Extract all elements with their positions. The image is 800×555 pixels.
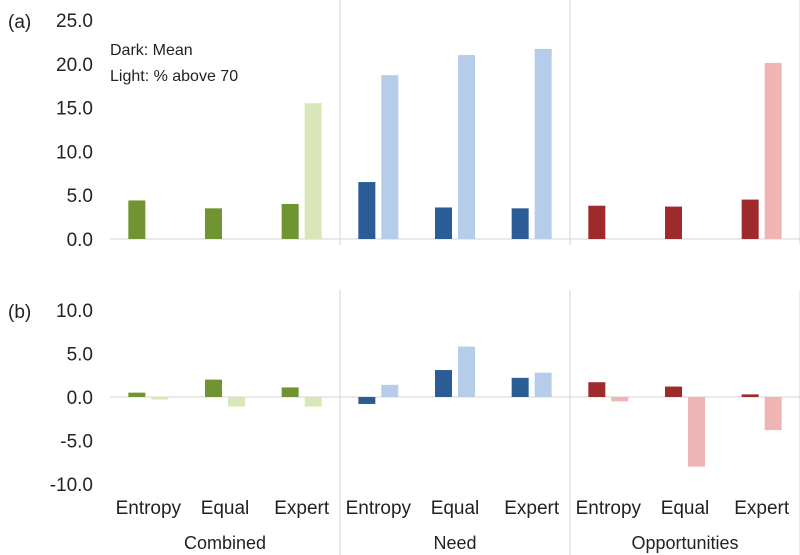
- bar-pct-above-70-combined-expert: [304, 103, 322, 239]
- bar-pct-above-70-opportunities-equal: [688, 397, 705, 467]
- bar-mean-opportunities-entropy: [588, 382, 606, 397]
- x-tick-label: Expert: [504, 498, 560, 519]
- y-tick-label: -5.0: [60, 432, 93, 453]
- y-tick-label: -10.0: [50, 475, 93, 496]
- panel-label: (b): [8, 302, 31, 323]
- bar-mean-opportunities-entropy: [588, 205, 606, 239]
- bar-mean-combined-equal: [205, 379, 222, 397]
- bar-pct-above-70-need-equal: [458, 346, 475, 397]
- bar-pct-above-70-need-equal: [458, 55, 475, 239]
- y-tick-label: 10.0: [56, 142, 93, 163]
- group-label: Combined: [184, 533, 266, 553]
- bars: [128, 48, 782, 467]
- y-tick-label: 0.0: [67, 388, 93, 409]
- axes: [110, 238, 800, 398]
- bar-mean-opportunities-expert: [741, 199, 759, 239]
- bar-mean-opportunities-equal: [665, 206, 682, 239]
- bar-mean-combined-entropy: [128, 392, 146, 397]
- labels: Dark: Mean Light: % above 70 (a) 25.0 20.0…: [8, 11, 790, 553]
- y-tick-label: 0.0: [67, 230, 93, 251]
- bar-mean-combined-expert: [281, 203, 299, 239]
- x-tick-label: Equal: [661, 498, 710, 519]
- y-tick-label: 25.0: [56, 11, 93, 32]
- bar-mean-opportunities-expert: [741, 394, 759, 397]
- y-tick-label: 10.0: [56, 301, 93, 322]
- y-tick-label: 20.0: [56, 55, 93, 76]
- x-tick-label: Expert: [734, 498, 790, 519]
- bar-pct-above-70-need-entropy: [381, 75, 399, 239]
- x-tick-label: Entropy: [346, 498, 412, 519]
- x-tick-label: Equal: [431, 498, 480, 519]
- bar-mean-opportunities-equal: [665, 386, 682, 397]
- x-tick-label: Entropy: [576, 498, 642, 519]
- bar-pct-above-70-opportunities-expert: [764, 397, 782, 431]
- x-tick-label: Entropy: [116, 498, 182, 519]
- x-tick-label: Equal: [201, 498, 250, 519]
- bar-pct-above-70-combined-equal: [228, 397, 245, 407]
- bar-pct-above-70-combined-entropy: [151, 397, 169, 400]
- x-tick-label: Expert: [274, 498, 330, 519]
- bar-mean-need-expert: [511, 208, 529, 239]
- panel-label: (a): [8, 12, 31, 33]
- y-tick-label: 5.0: [67, 186, 93, 207]
- bar-pct-above-70-combined-expert: [304, 397, 322, 407]
- legend-light-label: Light: % above 70: [110, 68, 238, 85]
- bar-pct-above-70-opportunities-expert: [764, 62, 782, 240]
- bar-pct-above-70-need-expert: [534, 372, 552, 397]
- bar-mean-need-entropy: [358, 182, 376, 239]
- group-label: Need: [433, 533, 476, 553]
- group-label: Opportunities: [631, 533, 738, 553]
- bar-pct-above-70-opportunities-entropy: [611, 397, 629, 402]
- bar-mean-need-equal: [435, 207, 452, 239]
- bar-mean-combined-entropy: [128, 200, 146, 239]
- y-tick-label: 5.0: [67, 345, 93, 366]
- y-tick-label: 15.0: [56, 99, 93, 120]
- bar-mean-need-entropy: [358, 397, 376, 404]
- bar-mean-need-equal: [435, 370, 452, 397]
- bar-pct-above-70-need-entropy: [381, 384, 399, 397]
- legend-dark-label: Dark: Mean: [110, 42, 193, 59]
- bar-mean-combined-expert: [281, 387, 299, 397]
- group-dividers: [339, 0, 800, 555]
- bar-mean-combined-equal: [205, 208, 222, 239]
- bar-pct-above-70-need-expert: [534, 48, 552, 239]
- bar-mean-need-expert: [511, 377, 529, 397]
